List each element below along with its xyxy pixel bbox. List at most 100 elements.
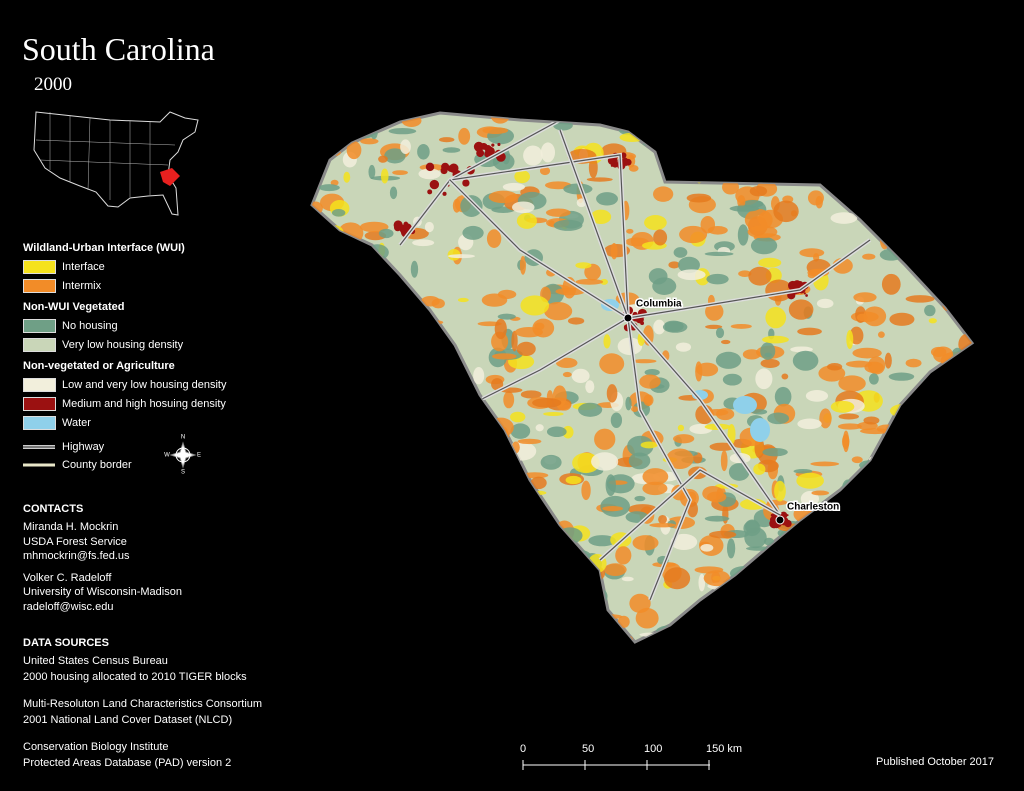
urban-patch (786, 514, 789, 517)
land-patch (531, 530, 548, 550)
subtitle: 2000 (34, 74, 72, 95)
land-patch (807, 190, 824, 206)
land-patch (743, 120, 766, 136)
land-patch (428, 415, 441, 436)
land-patch (631, 113, 656, 118)
land-patch (909, 492, 931, 512)
land-patch (540, 454, 562, 470)
scale-label: 50 (582, 743, 595, 755)
land-patch (716, 408, 735, 421)
land-patch (706, 599, 733, 620)
land-patch (553, 633, 573, 642)
land-patch (715, 327, 725, 339)
land-patch (599, 353, 625, 375)
land-patch (464, 573, 492, 590)
land-patch (373, 391, 390, 402)
legend-label: Interface (62, 261, 105, 273)
land-patch (811, 490, 829, 496)
land-patch (664, 119, 693, 135)
land-patch (314, 468, 321, 481)
land-patch (673, 434, 695, 444)
water (733, 396, 757, 414)
land-patch (493, 631, 505, 640)
land-patch (843, 591, 872, 608)
land-patch (312, 431, 317, 449)
land-patch (878, 520, 905, 535)
land-patch (852, 479, 879, 485)
land-patch (486, 597, 502, 603)
published-note: Published October 2017 (876, 756, 995, 768)
land-patch (894, 528, 917, 538)
land-patch (535, 424, 544, 432)
land-patch (799, 248, 825, 258)
land-patch (317, 134, 339, 151)
land-patch (585, 380, 595, 394)
land-patch (460, 195, 483, 217)
land-patch (603, 334, 611, 349)
land-patch (632, 535, 659, 551)
land-patch (670, 533, 698, 550)
land-patch (827, 363, 843, 371)
title: South Carolina (22, 31, 215, 67)
land-patch (527, 542, 539, 563)
land-patch (567, 317, 585, 325)
land-patch (918, 535, 928, 549)
land-patch (491, 378, 504, 391)
land-patch (502, 182, 526, 191)
urban-patch (805, 294, 808, 297)
land-patch (817, 124, 826, 132)
land-patch (925, 478, 950, 498)
land-patch (910, 517, 922, 525)
land-patch (649, 522, 677, 528)
inset-border (35, 139, 176, 146)
land-patch (318, 402, 347, 408)
land-patch (325, 225, 344, 243)
land-patch (424, 221, 434, 233)
land-patch (563, 183, 593, 195)
land-patch (886, 561, 903, 572)
land-patch (675, 342, 692, 352)
land-patch (706, 273, 729, 285)
land-patch (532, 397, 562, 408)
land-patch (370, 489, 394, 506)
land-patch (863, 416, 880, 425)
land-patch (893, 230, 920, 240)
land-patch (791, 575, 799, 585)
land-patch (362, 357, 391, 371)
land-patch (330, 565, 347, 585)
land-patch (465, 628, 488, 637)
land-patch (946, 618, 963, 638)
land-patch (873, 539, 888, 552)
land-patch (469, 428, 489, 449)
urban-patch (427, 189, 433, 195)
land-patch (412, 239, 435, 247)
land-patch (312, 261, 320, 269)
land-patch (868, 373, 879, 385)
land-patch (444, 466, 473, 474)
land-patch (699, 597, 726, 610)
urban-patch (497, 142, 501, 146)
legend-label: Low and very low housing density (62, 379, 227, 391)
land-patch (743, 520, 761, 537)
land-patch (532, 630, 553, 642)
land-patch (392, 469, 401, 474)
land-patch (912, 520, 937, 532)
land-patch (966, 466, 972, 486)
land-patch (628, 452, 651, 470)
land-patch (596, 614, 623, 620)
land-patch (819, 408, 832, 429)
land-patch (466, 420, 480, 428)
land-patch (409, 581, 417, 596)
land-patch (360, 633, 386, 642)
land-patch (355, 418, 363, 424)
land-patch (816, 298, 834, 309)
land-patch (569, 579, 589, 590)
land-patch (937, 618, 945, 624)
land-patch (837, 631, 858, 642)
land-patch (365, 576, 378, 596)
land-patch (617, 615, 630, 628)
land-patch (846, 545, 876, 556)
legend-swatch (23, 397, 56, 411)
